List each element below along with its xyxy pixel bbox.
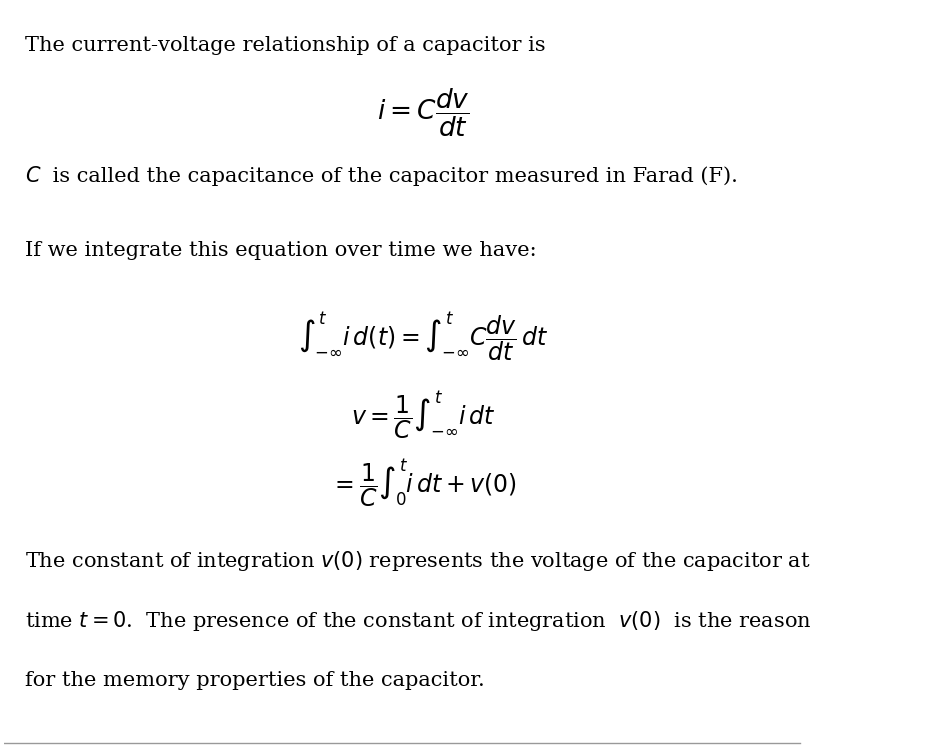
Text: time $t=0$.  The presence of the constant of integration  $v(0)$  is the reason: time $t=0$. The presence of the constant… — [25, 609, 812, 633]
Text: The constant of integration $v(0)$ represents the voltage of the capacitor at: The constant of integration $v(0)$ repre… — [25, 549, 811, 573]
Text: for the memory properties of the capacitor.: for the memory properties of the capacit… — [25, 671, 485, 690]
Text: HM: HM — [846, 711, 879, 730]
Text: The current-voltage relationship of a capacitor is: The current-voltage relationship of a ca… — [25, 36, 546, 54]
Text: If we integrate this equation over time we have:: If we integrate this equation over time … — [25, 241, 537, 260]
Text: $C$: $C$ — [25, 166, 42, 186]
Text: is called the capacitance of the capacitor measured in Farad (F).: is called the capacitance of the capacit… — [46, 166, 737, 186]
Text: $v = \dfrac{1}{C}\int_{-\infty}^{t} i\,dt$: $v = \dfrac{1}{C}\int_{-\infty}^{t} i\,d… — [351, 389, 496, 442]
Text: $\int_{-\infty}^{t} i\,d(t) = \int_{-\infty}^{t} C\dfrac{dv}{dt}\,dt$: $\int_{-\infty}^{t} i\,d(t) = \int_{-\in… — [298, 311, 549, 364]
Text: $i = C\dfrac{dv}{dt}$: $i = C\dfrac{dv}{dt}$ — [377, 86, 470, 138]
Text: $= \dfrac{1}{C}\int_{0}^{t} i\,dt + v(0)$: $= \dfrac{1}{C}\int_{0}^{t} i\,dt + v(0)… — [329, 457, 516, 509]
